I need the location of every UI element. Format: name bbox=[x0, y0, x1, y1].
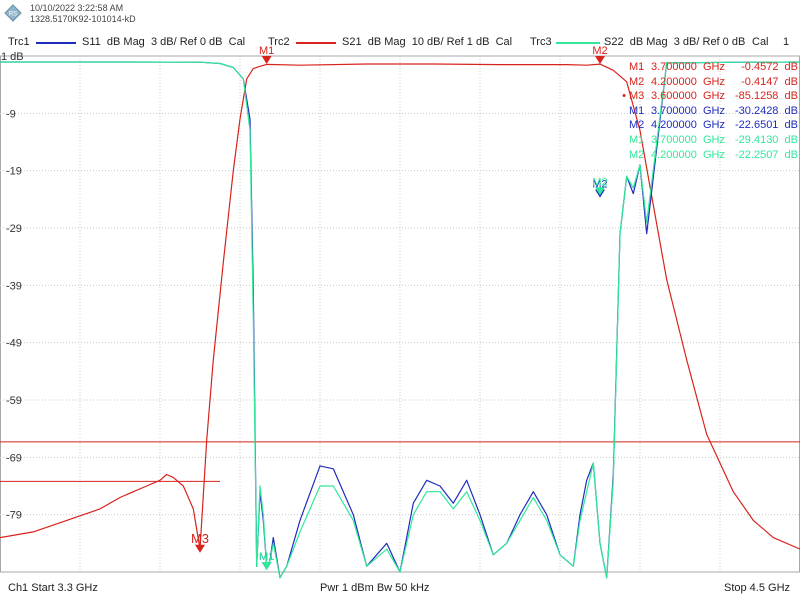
marker-name: M2 bbox=[629, 75, 645, 88]
active-marker-indicator bbox=[600, 148, 629, 163]
trace-3-header[interactable]: Trc3 bbox=[530, 36, 552, 48]
active-marker-indicator bbox=[600, 118, 629, 133]
marker-value: -85.1258 dB bbox=[735, 90, 798, 103]
y-tick-label: -49 bbox=[6, 338, 22, 350]
marker-value: -30.2428 dB bbox=[735, 104, 798, 117]
trace-2-param: S21 bbox=[342, 36, 362, 48]
marker-readout-row: M1 3.700000 GHz -0.4572 dB bbox=[600, 60, 798, 75]
marker-readout-row: • M3 3.600000 GHz -85.1258 dB bbox=[600, 89, 798, 104]
marker-frequency: 4.200000 GHz bbox=[651, 75, 725, 88]
y-tick-label: 1 dB bbox=[1, 51, 24, 63]
trace-3-settings[interactable]: S22 dB Mag 3 dB/ Ref 0 dB bbox=[604, 36, 745, 48]
trace-2-scale: 10 dB/ bbox=[411, 36, 444, 48]
y-ticks-layer: 1 dB -9 -19 -29 -39 -49 -59 -69 -79 bbox=[1, 51, 24, 522]
marker-readout-row: M2 4.200000 GHz -22.2507 dB bbox=[600, 148, 798, 163]
trace-2-header[interactable]: Trc2 bbox=[268, 36, 290, 48]
marker-name: M3 bbox=[629, 90, 645, 103]
trace-3-ref: Ref 0 dB bbox=[702, 36, 746, 48]
trace-3-cal: Cal bbox=[752, 36, 769, 48]
trace-1-settings[interactable]: S11 dB Mag 3 dB/ Ref 0 dB Cal bbox=[82, 36, 245, 48]
footer-power-bandwidth: Pwr 1 dBm Bw 50 kHz bbox=[320, 582, 430, 594]
marker-name: M1 bbox=[629, 104, 645, 117]
marker-m2-s21-label: M2 bbox=[592, 45, 607, 57]
y-tick-label: -9 bbox=[6, 108, 16, 120]
active-marker-indicator: • bbox=[622, 90, 626, 103]
marker-value: -22.2507 dB bbox=[735, 148, 798, 161]
channel-index: 1 bbox=[783, 36, 790, 48]
limit-lines-layer bbox=[0, 441, 800, 482]
rohde-schwarz-logo-icon: RS bbox=[4, 4, 22, 22]
y-tick-label: -59 bbox=[6, 395, 22, 407]
marker-m1-s21-label: M1 bbox=[259, 45, 274, 57]
active-marker-indicator bbox=[600, 75, 629, 90]
marker-readout-row: M1 3.700000 GHz -29.4130 dB bbox=[600, 133, 798, 148]
marker-readout-row: M2 4.200000 GHz -22.6501 dB bbox=[600, 118, 798, 133]
marker-value: -22.6501 dB bbox=[735, 119, 798, 132]
marker-name: M2 bbox=[629, 119, 645, 132]
trace-1-ref: Ref 0 dB bbox=[179, 36, 223, 48]
trace-1-header[interactable]: Trc1 bbox=[8, 36, 30, 48]
trace-2-ref: Ref 1 dB bbox=[446, 36, 490, 48]
trace-1-cal: Cal bbox=[228, 36, 246, 48]
marker-value: -0.4147 dB bbox=[741, 75, 798, 88]
y-tick-label: -79 bbox=[6, 510, 22, 522]
trace-1-scale: 3 dB/ bbox=[150, 36, 177, 48]
marker-frequency: 3.600000 GHz bbox=[651, 90, 725, 103]
trace-2-id: Trc2 bbox=[268, 36, 290, 48]
y-tick-label: -29 bbox=[6, 223, 22, 235]
marker-m2-s21-arrow bbox=[595, 56, 605, 64]
marker-frequency: 4.200000 GHz bbox=[651, 148, 725, 161]
marker-frequency: 3.700000 GHz bbox=[651, 133, 725, 146]
trace-1-swatch bbox=[36, 42, 76, 44]
marker-m2-s22-arrow bbox=[595, 187, 605, 196]
footer-stop: Stop 4.5 GHz bbox=[724, 582, 791, 594]
active-marker-indicator bbox=[600, 104, 629, 119]
traces-layer bbox=[0, 61, 800, 579]
marker-m3-s21-arrow bbox=[195, 544, 205, 553]
trace-2-cal: Cal bbox=[495, 36, 513, 48]
trace-3-swatch bbox=[556, 42, 600, 44]
marker-m1-s21-arrow bbox=[261, 56, 272, 64]
marker-name: M2 bbox=[629, 148, 645, 161]
marker-frequency: 3.700000 GHz bbox=[651, 61, 725, 73]
marker-name: M1 bbox=[629, 133, 645, 146]
trace-1-format: dB Mag bbox=[106, 36, 145, 48]
instrument-id: 1328.5170K92-101014-kD bbox=[30, 14, 136, 24]
trace-2-format: dB Mag bbox=[367, 36, 406, 48]
trace-3-param: S22 bbox=[604, 36, 624, 48]
marker-m1-s22-arrow bbox=[261, 562, 272, 570]
trace-3-id: Trc3 bbox=[530, 36, 552, 48]
marker-readout-row: M1 3.700000 GHz -30.2428 dB bbox=[600, 104, 798, 119]
marker-value: -29.4130 dB bbox=[735, 133, 798, 146]
marker-m1-s22-label: M1 bbox=[259, 551, 274, 563]
trace-2-swatch bbox=[296, 42, 336, 44]
trace-s21 bbox=[0, 63, 800, 550]
footer-start: Ch1 Start 3.3 GHz bbox=[8, 582, 98, 594]
active-marker-indicator bbox=[600, 133, 629, 148]
trace-2-settings[interactable]: S21 dB Mag 10 dB/ Ref 1 dB Cal bbox=[342, 36, 512, 48]
y-tick-label: -69 bbox=[6, 452, 22, 464]
marker-m1-s11-label: M1 bbox=[259, 551, 274, 563]
marker-readout-table: M1 3.700000 GHz -0.4572 dB M2 4.200000 GHz -0… bbox=[600, 60, 798, 162]
marker-m3-s21-label: M3 bbox=[191, 531, 209, 546]
marker-frequency: 4.200000 GHz bbox=[651, 119, 725, 132]
trace-1-id: Trc1 bbox=[8, 36, 30, 48]
trace-3-scale: 3 dB/ bbox=[673, 36, 700, 48]
marker-frequency: 3.700000 GHz bbox=[651, 104, 725, 117]
y-tick-label: -19 bbox=[6, 166, 22, 178]
marker-m2-s22-label: M2 bbox=[592, 176, 607, 188]
active-marker-indicator bbox=[600, 60, 629, 75]
marker-name: M1 bbox=[629, 61, 645, 73]
marker-value: -0.4572 dB bbox=[741, 61, 798, 73]
y-tick-label: -39 bbox=[6, 280, 22, 292]
timestamp: 10/10/2022 3:22:58 AM bbox=[30, 3, 124, 13]
trace-1-param: S11 bbox=[82, 36, 101, 48]
svg-text:RS: RS bbox=[9, 12, 17, 18]
trace-3-format: dB Mag bbox=[629, 36, 668, 48]
trace-s22 bbox=[0, 61, 800, 579]
marker-readout-row: M2 4.200000 GHz -0.4147 dB bbox=[600, 75, 798, 90]
